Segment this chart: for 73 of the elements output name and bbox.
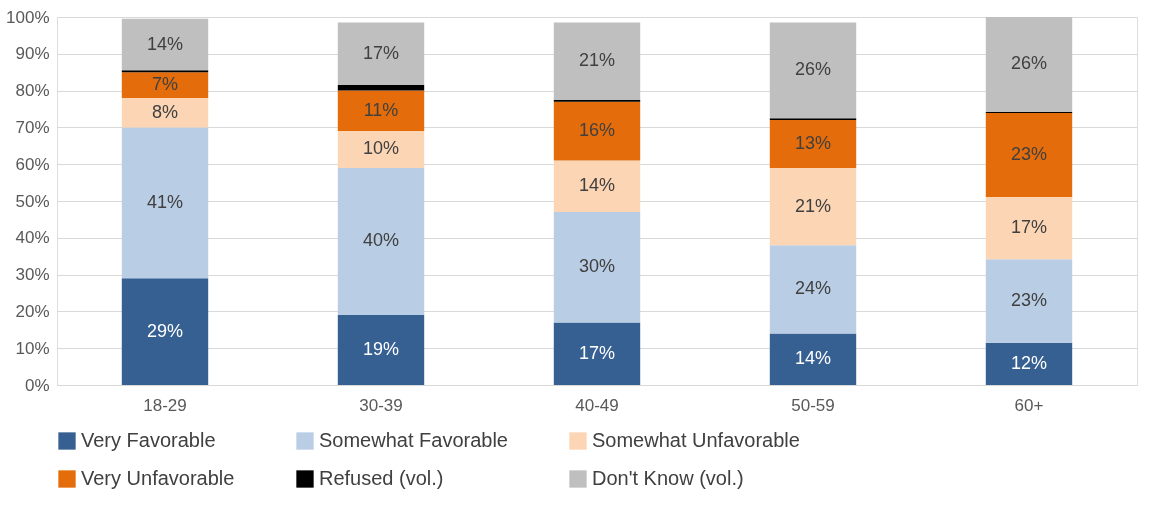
x-tick-label: 50-59 <box>791 395 835 415</box>
bar <box>769 333 857 385</box>
data-label: 30% <box>578 256 616 277</box>
bar <box>121 97 209 128</box>
data-label: 26% <box>794 59 832 80</box>
data-label: 21% <box>794 195 832 216</box>
bar <box>985 196 1073 260</box>
x-tick-label: 60+ <box>1014 395 1044 415</box>
bar <box>553 212 641 323</box>
bar <box>121 72 209 98</box>
y-tick-label: 70% <box>15 117 50 137</box>
data-label: 14% <box>146 33 184 54</box>
legend-label: Don't Know (vol.) <box>592 467 744 489</box>
data-label: 12% <box>1010 352 1048 373</box>
x-tick-label: 30-39 <box>359 395 403 415</box>
data-label: 8% <box>151 101 179 122</box>
data-label: 7% <box>151 74 179 95</box>
bar <box>553 101 641 161</box>
x-tick-label: 40-49 <box>575 395 619 415</box>
data-label: 17% <box>362 42 400 63</box>
bar <box>337 167 425 316</box>
y-tick-label: 100% <box>6 7 50 27</box>
y-tick-label: 20% <box>15 301 50 321</box>
y-tick-label: 50% <box>15 191 50 211</box>
y-tick-label: 10% <box>15 338 50 358</box>
data-label: 29% <box>146 320 184 341</box>
y-tick-label: 60% <box>15 154 50 174</box>
data-label: 16% <box>578 120 616 141</box>
bar <box>121 127 209 279</box>
bar <box>985 342 1073 385</box>
legend-label: Somewhat Unfavorable <box>592 429 800 451</box>
x-tick-label: 18-29 <box>143 395 187 415</box>
bar <box>985 259 1073 343</box>
data-label: 23% <box>1010 144 1048 164</box>
legend-label: Very Favorable <box>81 429 216 451</box>
data-label: 26% <box>1010 53 1048 74</box>
bar <box>769 245 857 334</box>
y-tick-label: 40% <box>15 228 50 248</box>
data-label: 17% <box>1010 217 1048 238</box>
data-label: 19% <box>362 339 400 360</box>
data-label: 23% <box>1010 289 1048 310</box>
legend-label: Refused (vol.) <box>319 467 444 489</box>
y-tick-label: 30% <box>15 265 50 285</box>
bar <box>769 120 857 168</box>
data-label: 13% <box>794 132 832 153</box>
data-label: 10% <box>362 138 400 159</box>
bar <box>985 17 1073 112</box>
data-label: 17% <box>578 342 616 363</box>
bar <box>553 22 641 100</box>
data-label: 41% <box>146 191 184 212</box>
bar <box>769 22 857 119</box>
bar <box>985 113 1073 197</box>
data-label: 14% <box>794 348 832 369</box>
bar <box>769 167 857 246</box>
legend-label: Very Unfavorable <box>81 467 235 489</box>
data-label: 11% <box>363 99 399 120</box>
y-tick-label: 0% <box>24 375 50 395</box>
bar <box>553 322 641 385</box>
legend-label: Somewhat Favorable <box>319 429 508 451</box>
bar <box>337 131 425 168</box>
bar <box>337 22 425 86</box>
data-label: 21% <box>578 50 616 71</box>
y-tick-label: 90% <box>15 44 50 64</box>
data-label: 40% <box>362 230 400 251</box>
bar <box>553 160 641 213</box>
bar <box>121 18 209 71</box>
bar <box>337 315 425 385</box>
data-label: 24% <box>794 278 832 299</box>
bar <box>337 85 425 91</box>
bar <box>121 278 209 385</box>
data-label: 14% <box>578 175 616 196</box>
bar <box>337 90 425 132</box>
y-tick-label: 80% <box>15 81 50 101</box>
